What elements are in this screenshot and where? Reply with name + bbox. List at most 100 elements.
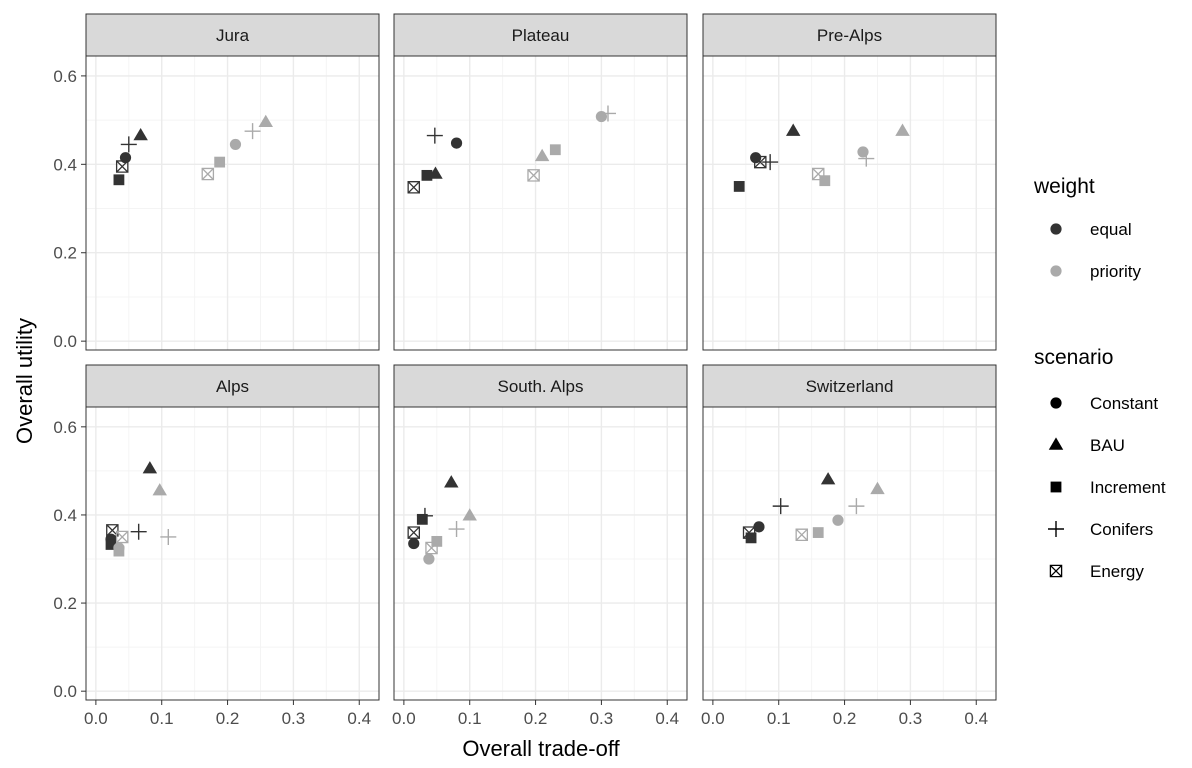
panel-border [702, 406, 997, 701]
x-tick-label: 0.2 [524, 709, 548, 728]
panel-border [393, 406, 688, 701]
point-energy-priority [425, 541, 438, 555]
point-constant-priority [423, 553, 435, 565]
plot-background [394, 56, 687, 350]
panel-jura: Jura 0.0 0.2 0.4 0.6 [53, 13, 380, 351]
panel-pre-alps: Pre-Alps [702, 13, 997, 351]
legend-weight-items: equal priority [1050, 220, 1142, 281]
legend: weight equal priority scenario Constant BA… [1033, 175, 1166, 581]
point-conifers-equal [762, 154, 779, 171]
legend-scenario-label-constant: Constant [1090, 394, 1158, 413]
point-constant-priority [832, 514, 844, 526]
legend-scenario-label-energy: Energy [1090, 562, 1144, 581]
x-tick-label: 0.0 [392, 709, 416, 728]
point-energy-equal [115, 160, 129, 173]
x-tick-label: 0.1 [150, 709, 174, 728]
point-energy-priority [795, 528, 809, 542]
y-tick-label: 0.6 [53, 67, 77, 86]
facet-strip [702, 364, 997, 408]
point-constant-equal [753, 521, 765, 533]
x-tick-label: 0.0 [84, 709, 108, 728]
y-tick-label: 0.6 [53, 418, 77, 437]
facet-strip [702, 13, 997, 57]
point-increment-priority [812, 527, 824, 538]
panel-switzerland: Switzerland 0.0 0.1 0.2 0.3 0.4 [701, 364, 997, 728]
point-increment-priority [113, 545, 125, 557]
facet-title-switzerland: Switzerland [806, 377, 894, 396]
point-conifers-priority [160, 528, 177, 545]
point-constant-equal [119, 152, 132, 164]
y-tick-label: 0.2 [53, 244, 77, 263]
point-energy-priority [201, 167, 215, 181]
point-bau-equal [785, 123, 801, 136]
x-axis-title: Overall trade-off [462, 736, 620, 761]
legend-weight-label-priority: priority [1090, 262, 1142, 281]
facet-strip [85, 364, 380, 408]
x-tick-label: 0.2 [216, 709, 240, 728]
point-constant-equal [450, 137, 463, 149]
point-bau-priority [870, 481, 885, 495]
point-bau-priority [258, 114, 273, 128]
plot-background [703, 56, 996, 350]
facet-title-south-alps: South. Alps [497, 377, 583, 396]
point-conifers-priority [448, 521, 465, 538]
legend-scenario-items: Constant BAU Increment Conifers Energy [1048, 394, 1166, 581]
panel-border [393, 55, 688, 351]
x-tick-label: 0.2 [833, 709, 857, 728]
x-tick-label: 0.4 [655, 709, 679, 728]
facet-title-jura: Jura [216, 26, 250, 45]
point-increment-equal [733, 181, 745, 192]
point-conifers-equal [416, 507, 433, 524]
x-tick-label: 0.0 [701, 709, 725, 728]
point-increment-priority [819, 175, 831, 187]
point-bau-priority [534, 148, 550, 162]
point-constant-priority [595, 110, 608, 123]
point-energy-priority [115, 530, 129, 544]
x-tick-label: 0.4 [964, 709, 988, 728]
point-energy-priority [811, 167, 825, 181]
x-tick-label: 0.4 [347, 709, 371, 728]
point-bau-priority [462, 508, 477, 521]
facet-strip [85, 13, 380, 57]
point-constant-equal [408, 537, 420, 550]
plot-background [394, 407, 687, 700]
y-tick-label: 0.2 [53, 594, 77, 613]
point-energy-equal [742, 526, 756, 539]
point-energy-equal [407, 526, 421, 539]
facet-title-pre-alps: Pre-Alps [817, 26, 882, 45]
point-conifers-priority [244, 123, 261, 140]
facet-title-alps: Alps [216, 377, 249, 396]
plot-background [86, 56, 379, 350]
facet-title-plateau: Plateau [512, 26, 570, 45]
point-bau-equal [820, 472, 836, 485]
point-increment-equal [421, 169, 433, 181]
panel-border [702, 55, 997, 351]
panel-border [85, 55, 380, 351]
point-increment-priority [214, 156, 226, 168]
legend-weight-title: weight [1033, 175, 1095, 198]
panel-south-alps: South. Alps 0.0 0.1 0.2 0.3 0.4 [392, 364, 688, 728]
x-tick-label: 0.3 [899, 709, 923, 728]
point-energy-priority [527, 169, 540, 182]
point-bau-priority [152, 483, 167, 496]
legend-scenario-key-energy [1049, 564, 1063, 578]
y-tick-label: 0.4 [53, 155, 77, 174]
y-tick-label: 0.4 [53, 506, 77, 525]
legend-scenario-label-increment: Increment [1090, 478, 1166, 497]
y-tick-label: 0.0 [53, 332, 77, 351]
plot-background [86, 407, 379, 700]
legend-scenario-key-bau [1048, 437, 1064, 450]
legend-weight-label-equal: equal [1090, 220, 1132, 239]
point-energy-equal [754, 155, 767, 169]
panel-plateau: Plateau [393, 13, 688, 351]
point-conifers-equal [120, 136, 137, 153]
y-tick-label: 0.0 [53, 682, 77, 701]
point-increment-equal [105, 539, 117, 550]
legend-scenario-label-bau: BAU [1090, 436, 1125, 455]
x-tick-label: 0.1 [458, 709, 482, 728]
plot-background [703, 407, 996, 700]
legend-scenario-key-increment [1050, 481, 1062, 493]
facet-strip [393, 364, 688, 408]
